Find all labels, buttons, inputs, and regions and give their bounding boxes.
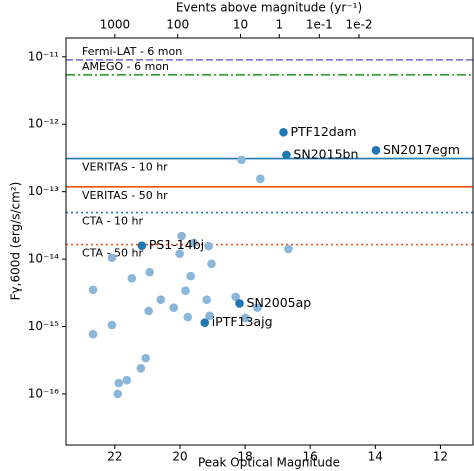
point [205,311,214,321]
x2-axis-label: Events above magnitude (yr⁻¹) [176,1,362,15]
labeled-point [282,150,291,160]
y-tick-label: 10⁻¹⁵ [28,319,59,333]
point-label: SN2015bn [293,146,358,161]
x-tick-label: 22 [107,450,122,464]
labeled-point [371,146,381,155]
x-tick-label: 16 [303,450,318,464]
x2-tick-label: 1 [275,18,283,32]
x2-tick-label: 100 [166,18,189,32]
point [177,231,186,241]
point [183,312,193,322]
x-tick-label: 12 [433,450,448,464]
labeled-point [200,318,210,327]
point [175,249,184,259]
point [107,320,117,330]
x2-tick-label: 1000 [100,18,131,32]
point [237,155,246,165]
x-tick-label: 20 [172,450,187,464]
x-tick-label: 14 [368,450,383,464]
point [189,238,198,248]
point-label: PTF12dam [291,124,357,139]
threshold-label: CTA - 50 hr [82,247,143,260]
point [256,174,265,184]
point [122,375,132,385]
point [253,303,262,313]
point [141,353,151,363]
point-label: SN2017egm [383,142,460,157]
labeled-point [279,127,288,137]
point [181,286,190,295]
point [113,389,123,399]
point [207,259,216,269]
x-axis-label: Peak Optical Magnitude [198,456,340,470]
point-label: PS1-14bj [149,237,204,252]
threshold-label: Fermi-LAT - 6 mon [82,45,182,58]
point [88,285,98,295]
threshold-label: AMEGO - 6 mon [82,60,169,73]
threshold-label: VERITAS - 10 hr [82,161,168,174]
labeled-point [137,241,147,250]
x2-tick-label: 10 [233,18,248,32]
point [186,271,196,281]
point [145,267,154,277]
point-label: iPTF13ajg [212,314,273,329]
point [136,364,146,373]
point [202,295,211,304]
point [284,244,293,254]
point [231,292,240,302]
y-tick-label: 10⁻¹¹ [28,49,59,63]
point [127,273,137,283]
point [88,329,98,339]
threshold-label: CTA - 10 hr [82,215,143,228]
point [241,313,250,323]
y-tick-label: 10⁻¹³ [28,184,59,198]
point [107,253,117,262]
x2-tick-label: 1e-2 [346,18,373,32]
plot-frame [65,37,474,446]
x2-tick-label: 1e-1 [306,18,333,32]
y-tick-label: 10⁻¹⁶ [28,386,59,400]
threshold-label: VERITAS - 50 hr [82,189,168,202]
point [114,378,124,388]
y-axis-label: Fγ,600d (erg/s/cm²) [9,182,23,301]
point [169,303,179,313]
point [204,241,213,251]
labeled-point [235,299,244,308]
point-label: SN2005ap [247,295,312,310]
point [144,306,154,316]
y-tick-label: 10⁻¹⁴ [28,252,59,266]
point [156,295,166,304]
y-tick-label: 10⁻¹² [28,117,59,131]
x-tick-label: 18 [237,450,252,464]
